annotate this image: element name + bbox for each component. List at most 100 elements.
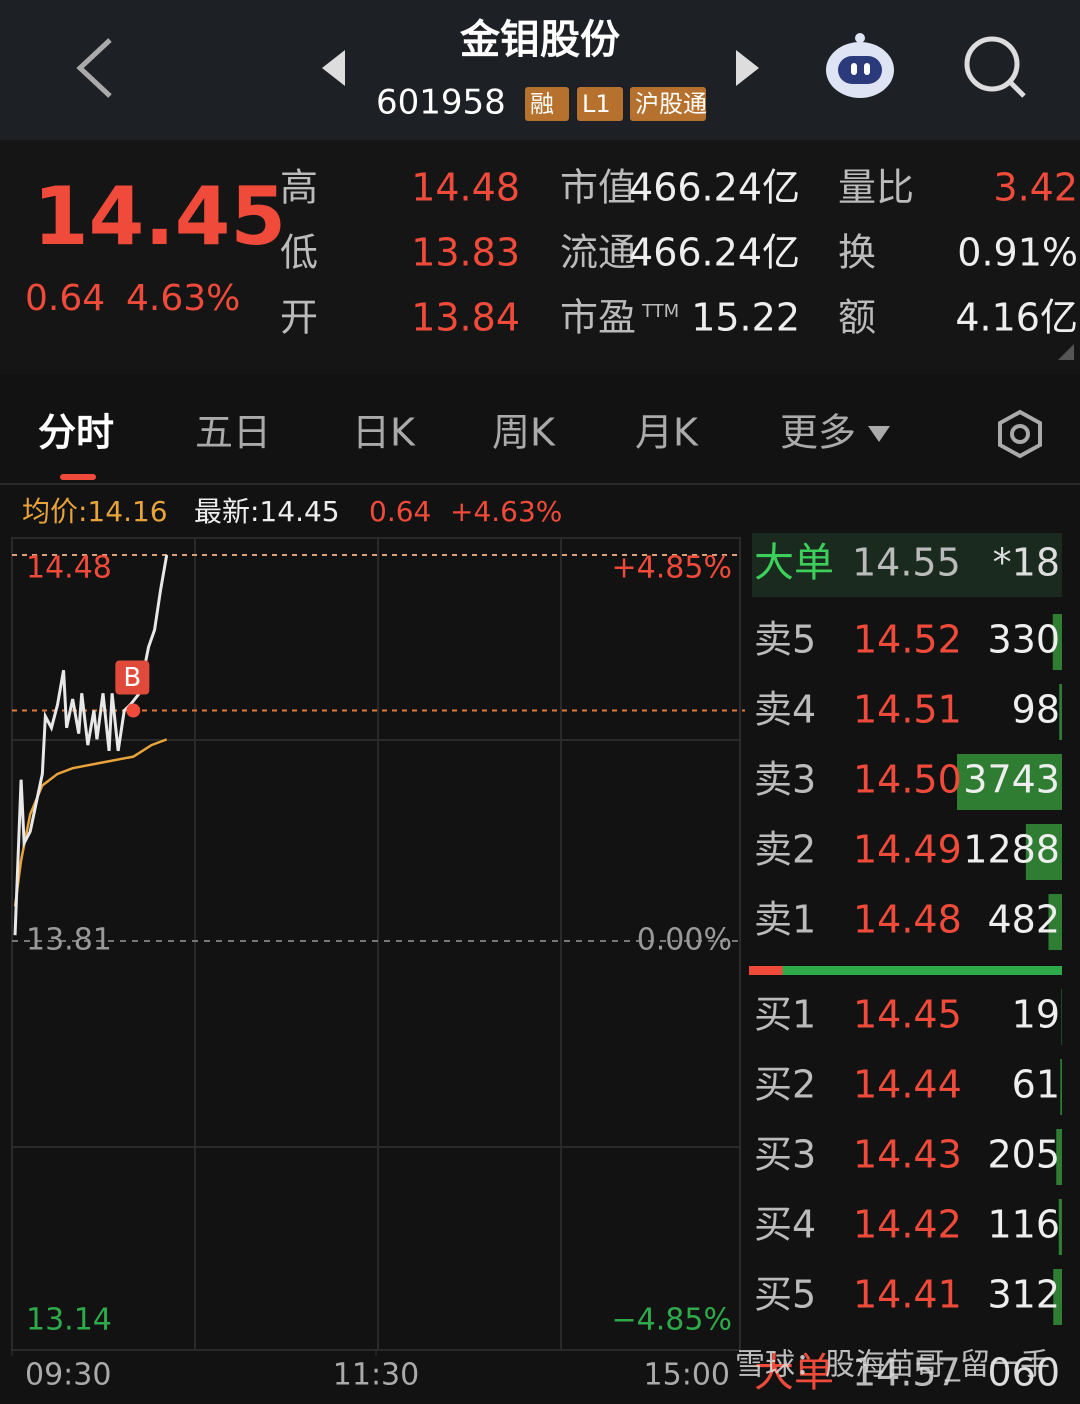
assistant-icon[interactable]	[826, 33, 894, 98]
level-volume: 116	[987, 1203, 1060, 1247]
volume-bar	[1060, 1059, 1062, 1115]
level-label: 买5	[754, 1273, 816, 1317]
tab[interactable]: 月K	[635, 411, 699, 455]
tab[interactable]: 周K	[492, 411, 556, 455]
level-price: 14.42	[853, 1203, 962, 1247]
level-volume: 205	[987, 1133, 1060, 1177]
tag-badge	[525, 87, 569, 121]
level-volume: 312	[987, 1273, 1060, 1317]
stat-value: 14.48	[411, 166, 520, 210]
stat-value: 4.16亿	[955, 296, 1078, 340]
level-label: 卖4	[754, 688, 816, 732]
tab[interactable]: 更多	[780, 411, 856, 455]
level-label: 卖2	[754, 828, 816, 872]
quote-panel	[0, 140, 1080, 375]
level-volume: 482	[987, 898, 1060, 942]
level-price: 14.45	[853, 993, 962, 1037]
level-price: 14.49	[853, 828, 962, 872]
level-volume: 19	[1012, 993, 1060, 1037]
prev-stock[interactable]	[322, 50, 345, 86]
level-price: 14.43	[853, 1133, 962, 1177]
tag-badge	[577, 87, 623, 121]
change: 0.64	[25, 278, 105, 319]
y2-tick-label: +4.85%	[612, 551, 732, 586]
stat-label: 市值	[560, 166, 636, 210]
level-volume: 330	[987, 618, 1060, 662]
tag-label: 融	[530, 90, 554, 118]
big-order-volume: 060	[987, 1351, 1060, 1395]
stat-value: 13.83	[411, 231, 520, 275]
volume-bar	[1052, 614, 1062, 670]
stat-label: 额	[838, 296, 876, 340]
stat-label: 市盈	[560, 296, 636, 340]
stock-name: 金钼股份	[459, 17, 620, 63]
volume-bar	[1048, 894, 1062, 950]
info-change: 0.64	[369, 495, 431, 528]
x-tick-label: 09:30	[25, 1358, 111, 1393]
level-volume: 3743	[963, 758, 1060, 802]
level-label: 买1	[754, 993, 816, 1037]
tab-indicator	[60, 474, 96, 480]
x-tick-label: 11:30	[333, 1358, 419, 1393]
expand-corner[interactable]	[1058, 344, 1074, 360]
change-pct: 4.63%	[126, 278, 240, 319]
level-price: 14.50	[853, 758, 962, 802]
tab[interactable]: 五日	[195, 411, 271, 455]
level-price: 14.41	[853, 1273, 962, 1317]
level-label: 卖1	[754, 898, 816, 942]
latest-price: 最新:14.45	[194, 495, 340, 528]
trade-marker-label: B	[123, 663, 141, 693]
level-price: 14.44	[853, 1063, 962, 1107]
stat-value: 13.84	[411, 296, 520, 340]
back-button[interactable]	[76, 38, 112, 98]
stock-code: 601958	[376, 83, 506, 123]
volume-bar	[957, 754, 1062, 810]
y-tick-label: 13.14	[26, 1303, 112, 1338]
x-tick-label: 15:00	[644, 1358, 730, 1393]
level-volume: 61	[1012, 1063, 1060, 1107]
level-volume: 98	[1012, 688, 1060, 732]
big-order-label: 大单	[754, 1350, 834, 1396]
stat-label: 量比	[838, 166, 914, 210]
next-stock[interactable]	[736, 50, 759, 86]
trade-marker-dot	[126, 703, 141, 718]
level-label: 卖3	[754, 758, 816, 802]
big-order-volume: *18	[993, 541, 1060, 585]
level-volume: 1288	[963, 828, 1060, 872]
level-label: 买4	[754, 1203, 816, 1247]
stat-value: 466.24亿	[629, 166, 800, 210]
level-price: 14.52	[853, 618, 962, 662]
tag-label: L1	[582, 90, 611, 118]
ask-bid-ratio-bar	[749, 966, 1062, 975]
volume-bar	[1061, 989, 1062, 1045]
big-order-price: 14.55	[852, 541, 961, 585]
dropdown-arrow	[868, 426, 890, 442]
volume-bar	[1056, 1129, 1062, 1185]
stat-label: 高	[280, 166, 318, 210]
ask-bid-ratio-bar	[749, 966, 783, 975]
search-button[interactable]	[964, 36, 1026, 98]
watermark: 雪球：股海苗哥_留一手	[735, 1348, 1050, 1383]
stat-label: 流通	[560, 231, 636, 275]
settings-button[interactable]	[998, 409, 1042, 459]
stat-label: 低	[280, 231, 318, 275]
y2-tick-label: 0.00%	[637, 923, 732, 958]
trade-marker	[115, 660, 150, 695]
stat-value: 466.24亿	[629, 231, 800, 275]
big-order-label: 大单	[754, 540, 834, 586]
tab[interactable]: 日K	[352, 411, 416, 455]
tag-badge	[630, 87, 706, 121]
last-price: 14.45	[33, 170, 286, 263]
tab[interactable]: 分时	[38, 411, 114, 455]
level-label: 买3	[754, 1133, 816, 1177]
tag-label: 沪股通	[635, 90, 707, 118]
volume-bar	[1025, 824, 1062, 880]
volume-bar	[1059, 684, 1062, 740]
big-order-price: 14.57	[852, 1351, 961, 1395]
level-label: 卖5	[754, 618, 816, 662]
volume-bar	[1053, 1269, 1062, 1325]
stat-value: 3.42	[993, 166, 1078, 210]
big-order-bg	[752, 533, 1062, 597]
